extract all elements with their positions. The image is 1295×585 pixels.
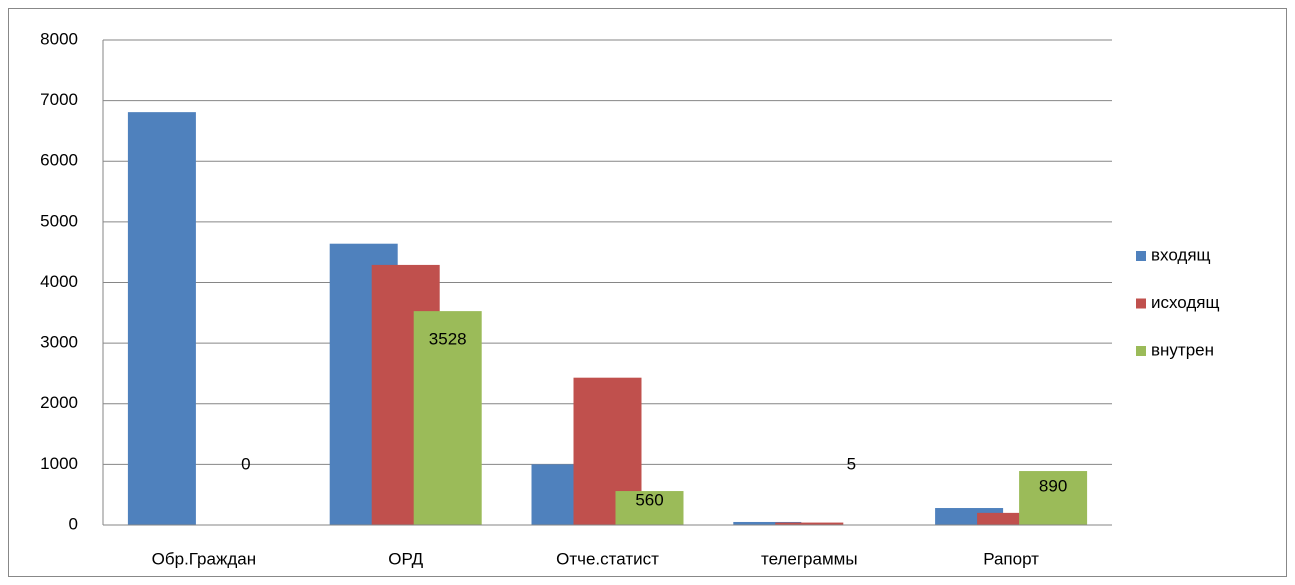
- data-label: 560: [635, 491, 663, 510]
- y-tick-label: 8000: [40, 29, 78, 48]
- y-tick-label: 6000: [40, 151, 78, 170]
- y-tick-label: 4000: [40, 272, 78, 291]
- legend-swatch: [1136, 298, 1146, 309]
- y-tick-label: 1000: [40, 454, 78, 473]
- legend-label: входящ: [1151, 245, 1211, 264]
- y-tick-label: 2000: [40, 393, 78, 412]
- legend-swatch: [1136, 251, 1146, 261]
- data-label: 3528: [429, 330, 467, 349]
- data-label: 0: [241, 454, 250, 473]
- y-tick-label: 3000: [40, 333, 78, 352]
- legend-swatch: [1136, 346, 1146, 356]
- x-tick-label: Обр.Граждан: [152, 549, 256, 568]
- x-tick-label: Рапорт: [983, 549, 1039, 568]
- x-tick-label: телеграммы: [761, 549, 858, 568]
- bar: [615, 491, 684, 525]
- data-label: 5: [847, 454, 856, 473]
- legend-label: внутрен: [1151, 340, 1214, 359]
- legend-label: исходящ: [1151, 293, 1220, 312]
- x-tick-label: ОРД: [388, 549, 423, 568]
- data-label: 890: [1039, 477, 1067, 496]
- bar: [413, 311, 482, 525]
- x-tick-label: Отче.статист: [556, 549, 659, 568]
- bar: [733, 521, 802, 525]
- bar: [775, 522, 844, 525]
- bar: [1019, 471, 1088, 525]
- y-tick-label: 5000: [40, 211, 78, 230]
- bar: [127, 112, 196, 526]
- y-tick-label: 7000: [40, 90, 78, 109]
- y-tick-label: 0: [69, 514, 78, 533]
